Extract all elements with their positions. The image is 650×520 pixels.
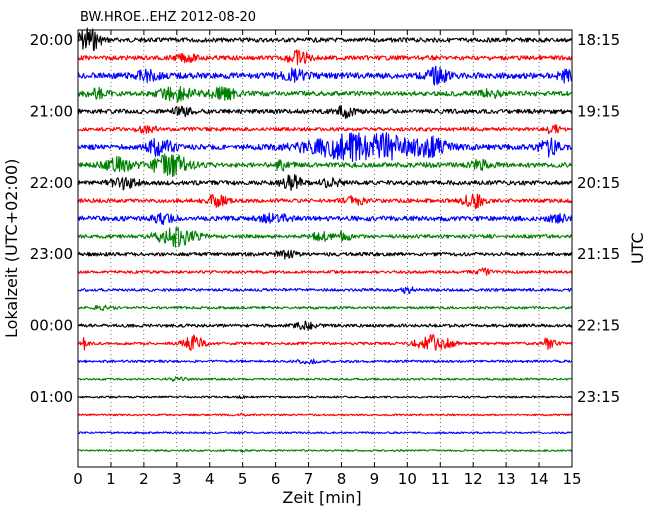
- trace-line: [77, 174, 573, 192]
- y-axis-right-label-wrap: UTC: [626, 0, 650, 520]
- trace-line: [77, 320, 573, 331]
- x-tick-label: 3: [172, 470, 182, 488]
- trace-line: [77, 286, 573, 294]
- trace-line: [77, 65, 573, 86]
- y-tick-label-right: 23:15: [577, 388, 620, 406]
- x-tick-label: 10: [398, 470, 417, 488]
- x-tick-label: 15: [562, 470, 581, 488]
- y-axis-left-label-wrap: Lokalzeit (UTC+02:00): [2, 0, 21, 520]
- x-axis-label: Zeit [min]: [282, 488, 362, 507]
- trace-line: [77, 358, 573, 365]
- y-tick-label-right: 22:15: [577, 317, 620, 335]
- y-tick-label-right: 20:15: [577, 174, 620, 192]
- y-axis-left-label: Lokalzeit (UTC+02:00): [2, 158, 21, 338]
- trace-line: [77, 304, 573, 312]
- x-tick-label: 12: [464, 470, 483, 488]
- trace-line: [77, 153, 573, 178]
- trace-line: [77, 395, 573, 400]
- trace-line: [77, 431, 573, 435]
- x-tick-label: 5: [238, 470, 248, 488]
- trace-line: [77, 105, 573, 120]
- x-tick-label: 0: [73, 470, 83, 488]
- trace-line: [77, 85, 573, 103]
- x-tick-label: 14: [530, 470, 549, 488]
- y-tick-label-right: 19:15: [577, 102, 620, 120]
- x-tick-label: 7: [304, 470, 314, 488]
- trace-line: [77, 226, 573, 248]
- trace-line: [77, 193, 573, 210]
- y-tick-label-left: 22:00: [30, 174, 73, 192]
- trace-line: [77, 334, 573, 352]
- trace-line: [77, 412, 573, 417]
- x-tick-label: 2: [139, 470, 149, 488]
- trace-line: [77, 448, 573, 453]
- y-tick-label-left: 00:00: [30, 317, 73, 335]
- y-tick-label-left: 01:00: [30, 388, 73, 406]
- x-tick-label: 8: [337, 470, 347, 488]
- y-tick-label-right: 18:15: [577, 31, 620, 49]
- x-tick-label: 4: [205, 470, 215, 488]
- trace-line: [77, 27, 573, 51]
- y-tick-label-left: 23:00: [30, 245, 73, 263]
- chart-title: BW.HROE..EHZ 2012-08-20: [80, 10, 257, 25]
- trace-line: [77, 132, 573, 162]
- trace-line: [77, 249, 573, 260]
- x-tick-label: 9: [370, 470, 380, 488]
- x-tick-label: 13: [497, 470, 516, 488]
- y-tick-label-right: 21:15: [577, 245, 620, 263]
- trace-line: [77, 123, 573, 135]
- trace-line: [77, 267, 573, 276]
- y-tick-label-left: 20:00: [30, 31, 73, 49]
- x-tick-label: 11: [431, 470, 450, 488]
- trace-line: [77, 49, 573, 66]
- x-tick-label: 6: [271, 470, 281, 488]
- plot-frame: [77, 29, 573, 468]
- y-axis-right-label: UTC: [628, 232, 647, 264]
- trace-line: [77, 376, 572, 382]
- y-tick-label-left: 21:00: [30, 102, 73, 120]
- x-tick-label: 1: [106, 470, 116, 488]
- trace-line: [77, 212, 573, 225]
